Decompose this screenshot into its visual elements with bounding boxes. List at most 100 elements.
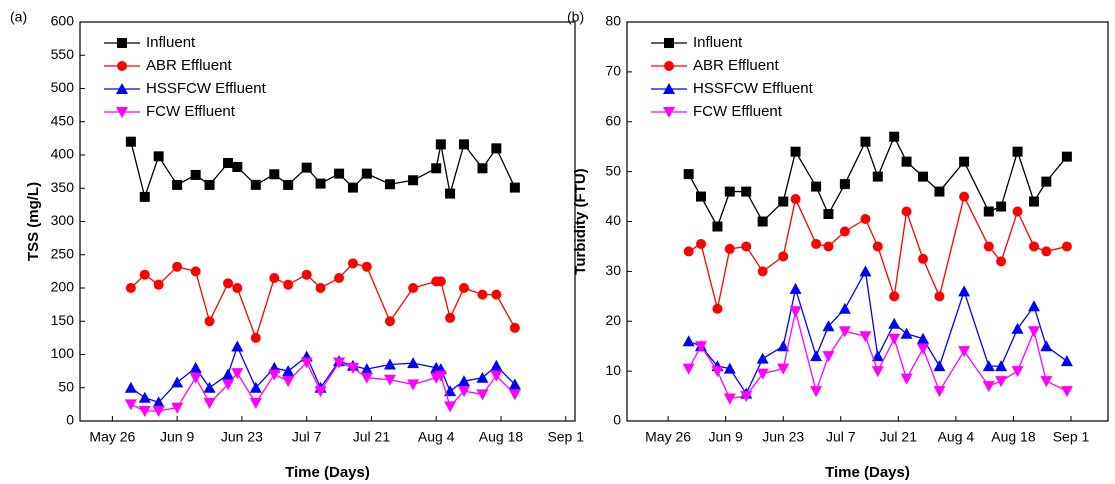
marker bbox=[995, 376, 1008, 388]
x-tick-label: Jun 23 bbox=[221, 429, 263, 445]
marker bbox=[153, 151, 164, 162]
marker bbox=[189, 361, 202, 373]
marker bbox=[347, 258, 358, 269]
marker bbox=[431, 163, 442, 174]
marker bbox=[508, 378, 521, 390]
marker bbox=[959, 156, 970, 167]
marker bbox=[1029, 241, 1039, 252]
marker bbox=[1040, 376, 1053, 388]
marker bbox=[190, 266, 201, 277]
marker bbox=[204, 179, 215, 190]
marker bbox=[269, 273, 280, 284]
marker bbox=[125, 283, 136, 293]
x-tick-label: Jul 7 bbox=[292, 429, 322, 445]
marker bbox=[477, 289, 488, 300]
marker bbox=[711, 366, 724, 378]
series-line bbox=[688, 194, 1068, 309]
marker bbox=[139, 191, 150, 202]
x-tick-label: Jun 9 bbox=[709, 429, 743, 445]
legend-marker bbox=[117, 38, 127, 48]
marker bbox=[996, 201, 1007, 212]
marker bbox=[232, 283, 243, 293]
series-line bbox=[130, 141, 516, 200]
y-tick-label: 20 bbox=[605, 312, 621, 328]
y-tick-label: 50 bbox=[605, 162, 621, 178]
marker bbox=[1012, 206, 1023, 217]
x-tick-label: Jul 21 bbox=[880, 429, 918, 445]
marker bbox=[789, 306, 802, 318]
chart: (b) 0 10 20 30 40 50 60 70 80 May 26 Jun 9 Jun 23 Jul… bbox=[567, 9, 1109, 481]
y-tick-label: 400 bbox=[51, 146, 75, 162]
marker bbox=[153, 279, 164, 290]
y-tick-label: 450 bbox=[51, 112, 75, 128]
marker bbox=[383, 358, 396, 370]
marker bbox=[934, 291, 945, 302]
marker bbox=[823, 209, 834, 220]
marker bbox=[872, 171, 883, 182]
marker bbox=[301, 269, 312, 280]
legend-marker bbox=[664, 38, 674, 48]
series-line bbox=[688, 269, 1068, 395]
marker bbox=[983, 241, 994, 252]
marker bbox=[901, 156, 912, 167]
marker bbox=[790, 146, 801, 157]
marker bbox=[778, 251, 789, 262]
marker bbox=[360, 363, 373, 375]
marker bbox=[696, 191, 706, 202]
marker bbox=[444, 385, 457, 397]
marker bbox=[152, 396, 165, 408]
marker bbox=[777, 340, 790, 352]
y-tick-label: 300 bbox=[51, 212, 75, 228]
y-tick-label: 80 bbox=[605, 13, 621, 29]
legend-label: Influent bbox=[146, 34, 196, 51]
legend-marker bbox=[663, 83, 675, 94]
marker bbox=[360, 372, 373, 384]
legend-label: ABR Effluent bbox=[146, 57, 232, 74]
marker bbox=[839, 226, 850, 237]
marker bbox=[983, 206, 994, 217]
marker bbox=[933, 360, 946, 372]
marker bbox=[1060, 386, 1073, 398]
marker bbox=[859, 265, 872, 277]
x-tick-label: May 26 bbox=[89, 429, 135, 445]
x-tick-label: Jun 23 bbox=[762, 429, 804, 445]
marker bbox=[152, 406, 165, 418]
marker bbox=[476, 371, 489, 383]
marker bbox=[777, 363, 790, 375]
marker bbox=[723, 362, 736, 374]
marker bbox=[250, 332, 261, 343]
marker bbox=[918, 171, 928, 182]
marker bbox=[490, 370, 503, 382]
marker bbox=[823, 241, 834, 252]
legend-label: FCW Effluent bbox=[146, 103, 236, 120]
marker bbox=[407, 357, 420, 369]
series-line bbox=[130, 262, 516, 340]
marker bbox=[125, 136, 136, 147]
legend-label: Influent bbox=[693, 34, 743, 51]
marker bbox=[1041, 246, 1052, 257]
marker bbox=[249, 381, 262, 393]
legend-marker bbox=[116, 107, 128, 118]
marker bbox=[811, 181, 822, 192]
y-tick-label: 350 bbox=[51, 179, 75, 195]
marker bbox=[860, 136, 871, 147]
marker bbox=[872, 241, 883, 252]
marker bbox=[778, 196, 789, 207]
marker bbox=[172, 179, 183, 190]
marker bbox=[314, 386, 327, 398]
marker bbox=[959, 191, 970, 202]
marker bbox=[917, 332, 929, 344]
marker bbox=[124, 381, 137, 393]
legend-marker bbox=[663, 107, 675, 118]
legend-label: HSSFCW Effluent bbox=[693, 80, 814, 97]
marker bbox=[223, 157, 234, 168]
marker bbox=[789, 282, 802, 294]
marker bbox=[509, 182, 520, 193]
marker bbox=[222, 379, 235, 391]
marker bbox=[757, 266, 768, 277]
marker bbox=[995, 360, 1008, 372]
y-tick-label: 550 bbox=[51, 46, 75, 62]
marker bbox=[334, 273, 345, 284]
marker bbox=[384, 316, 395, 327]
marker bbox=[838, 302, 851, 314]
